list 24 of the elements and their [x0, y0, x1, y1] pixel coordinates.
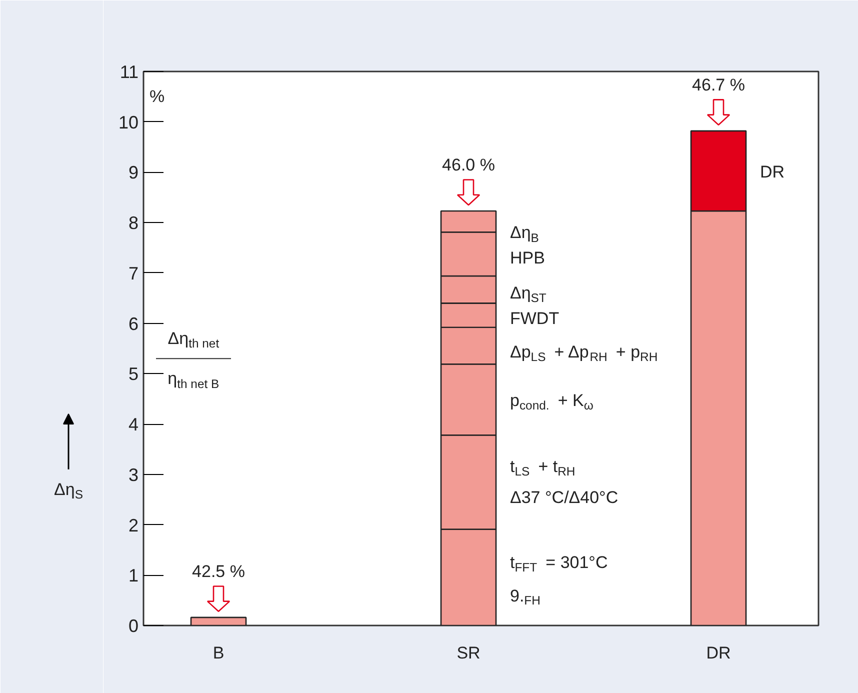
y-tick-label: 6: [128, 314, 139, 334]
y-tick-label: 9: [128, 162, 139, 183]
x-tick-label: SR: [456, 644, 480, 662]
annotation: DR: [760, 162, 785, 182]
y-tick-label: 0: [128, 616, 139, 636]
annotation: Δ37 °C/Δ40°C: [510, 488, 618, 508]
annotation: 46.7 %: [692, 76, 745, 95]
annotation: HPB: [510, 248, 545, 268]
bar: [190, 616, 247, 626]
x-tick-label: DR: [706, 644, 731, 662]
annotation: FWDT: [510, 308, 560, 328]
y-tick-label: 1: [128, 566, 139, 586]
annotation: %: [150, 87, 165, 106]
y-tick-label: 11: [120, 62, 138, 82]
y-tick-label: 7: [128, 263, 139, 284]
y-tick-label: 4: [128, 414, 139, 435]
annotation: 42.5 %: [192, 562, 245, 582]
y-tick-label: 5: [128, 364, 139, 384]
y-tick-label: 2: [128, 515, 139, 536]
annotation: 46.0 %: [442, 156, 495, 175]
x-tick-label: B: [212, 644, 224, 662]
y-tick-label: 8: [128, 213, 139, 234]
y-tick-label: 10: [118, 112, 139, 132]
y-tick-label: 3: [128, 464, 139, 485]
